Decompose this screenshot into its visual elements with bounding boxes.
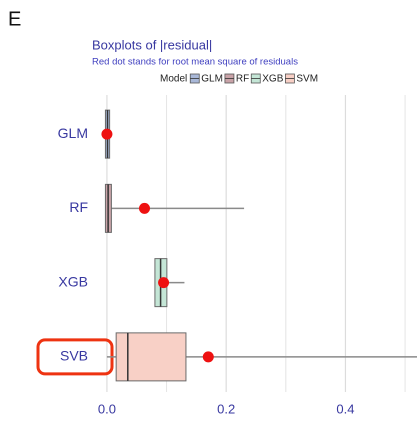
- rms-dot: [202, 351, 214, 363]
- rms-dot: [138, 202, 150, 214]
- legend-label: SVM: [296, 74, 318, 85]
- y-tick-label: GLM: [58, 125, 88, 141]
- y-tick-label: RF: [69, 199, 88, 215]
- rms-dot: [101, 128, 113, 140]
- legend-title: Model: [160, 74, 187, 85]
- box: [115, 332, 187, 382]
- y-tick-label: XGB: [58, 273, 88, 289]
- x-tick-label: 0.4: [336, 401, 354, 416]
- legend-label: GLM: [201, 74, 223, 85]
- legend-label: XGB: [262, 74, 283, 85]
- x-tick-label: 0.2: [217, 401, 235, 416]
- legend-label: RF: [236, 74, 249, 85]
- rms-dot: [158, 277, 170, 289]
- legend: Model GLM RF XGB SVM: [160, 73, 318, 85]
- chart-title: Boxplots of |residual|: [92, 37, 212, 52]
- plot-area: [36, 95, 417, 392]
- panel-label: E: [8, 8, 21, 30]
- y-tick-label: SVB: [60, 348, 88, 364]
- x-tick-label: 0.0: [98, 401, 116, 416]
- chart-subtitle: Red dot stands for root mean square of r…: [92, 57, 298, 68]
